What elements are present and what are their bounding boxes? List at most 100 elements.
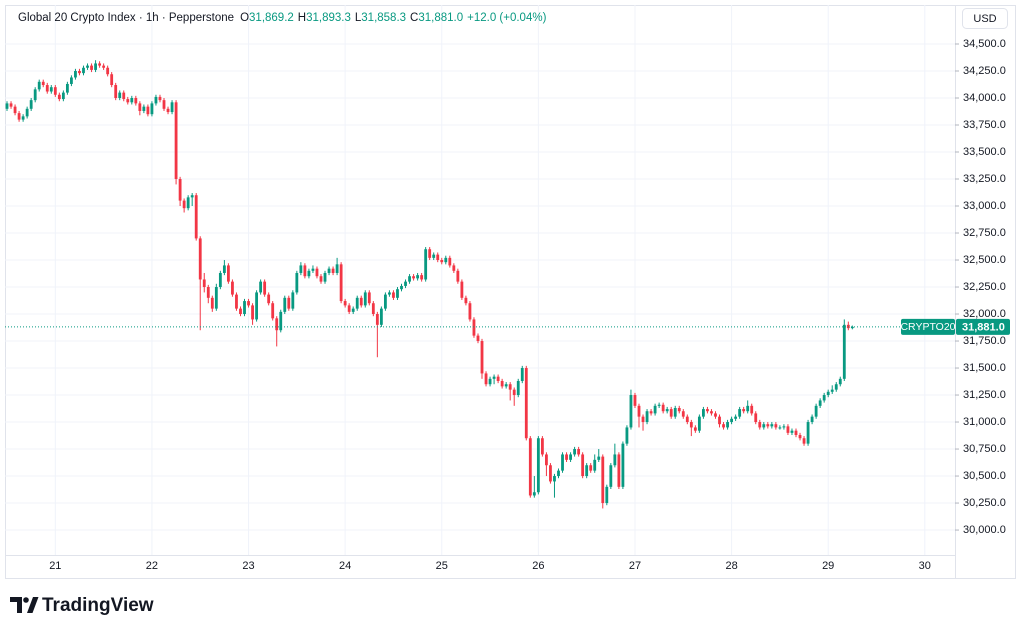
candle-body <box>53 87 57 95</box>
candle-body <box>174 102 178 180</box>
candle-body <box>629 395 633 428</box>
candle-body <box>645 411 649 423</box>
candle-body <box>718 416 721 425</box>
y-tick-label: 31,750.0 <box>963 335 1006 347</box>
candle-body <box>605 486 609 504</box>
candle-body <box>41 81 45 86</box>
y-tick-label: 33,500.0 <box>963 146 1006 158</box>
candle-body <box>86 65 89 68</box>
candle-body <box>577 449 581 455</box>
candle-body <box>532 492 536 496</box>
candle-body <box>222 265 226 273</box>
y-tick-label: 32,750.0 <box>963 227 1006 239</box>
candle-body <box>464 297 468 304</box>
candle-body <box>315 268 319 277</box>
candle-body <box>82 67 85 74</box>
candles <box>5 60 854 509</box>
candle-body <box>98 63 102 66</box>
candle-body <box>710 411 713 414</box>
change: +12.0 (+0.04%) <box>467 12 546 24</box>
overlay: 30,000.0 30,250.0 30,500.0 30,750.0 31,000.0… <box>5 38 1010 572</box>
candle-body <box>766 424 770 427</box>
y-tick-label: 31,250.0 <box>963 389 1006 401</box>
candle-body <box>850 326 854 329</box>
candle-body <box>126 99 130 103</box>
candle-body <box>512 389 516 396</box>
candle-body <box>762 424 766 428</box>
candle-body <box>597 456 601 460</box>
currency-box[interactable] <box>962 8 1008 29</box>
candle-body <box>311 268 315 271</box>
candle-body <box>379 308 383 325</box>
candle-body <box>25 108 29 117</box>
candle-body <box>170 102 174 113</box>
candle-body <box>327 268 331 273</box>
candle-body <box>782 426 786 428</box>
y-tick-label: 33,250.0 <box>963 173 1006 185</box>
candle-body <box>102 65 106 68</box>
candle-body <box>665 409 669 412</box>
candle-body <box>420 275 424 280</box>
candle-body <box>9 103 13 107</box>
candle-body <box>520 368 524 381</box>
candle-body <box>669 409 673 417</box>
candle-body <box>319 276 323 282</box>
candle-body <box>540 438 544 455</box>
candle-body <box>363 292 367 306</box>
candle-body <box>259 281 263 293</box>
candle-body <box>94 63 97 70</box>
candle-body <box>661 404 665 412</box>
candle-body <box>146 106 150 115</box>
candle-body <box>657 404 661 406</box>
candle-body <box>601 456 605 504</box>
candle-body <box>834 384 838 390</box>
candle-body <box>335 264 339 273</box>
candle-body <box>283 297 287 312</box>
ohlc-key: L <box>355 12 362 24</box>
candle-body <box>613 454 617 466</box>
candle-body <box>641 416 645 423</box>
legend-header: Global 20 Crypto Index · 1h · Pepperston… <box>18 12 547 24</box>
candle-body <box>383 294 387 309</box>
candle-body <box>814 405 818 417</box>
candle-body <box>826 391 830 396</box>
candle-body <box>227 265 230 282</box>
symbol-title: Global 20 Crypto Index · 1h · Pepperston… <box>18 12 234 24</box>
candle-body <box>210 297 214 309</box>
candle-body <box>536 438 540 493</box>
candle-body <box>408 276 411 282</box>
candle-body <box>275 318 279 331</box>
candle-body <box>267 294 271 304</box>
candle-body <box>673 407 677 417</box>
candle-body <box>166 108 170 113</box>
x-tick-label: 25 <box>436 560 448 572</box>
candle-body <box>351 308 355 312</box>
candle-body <box>359 297 363 306</box>
candle-body <box>13 106 17 114</box>
y-tick-label: 34,250.0 <box>963 65 1006 77</box>
x-tick-label: 28 <box>725 560 737 572</box>
candle-body <box>653 405 657 414</box>
candle-body <box>794 430 798 435</box>
y-tick-label: 32,250.0 <box>963 281 1006 293</box>
x-tick-label: 27 <box>629 560 641 572</box>
symbol-tag: CRYPTO20 <box>900 321 955 333</box>
candle-body <box>778 427 782 429</box>
x-tick-label: 21 <box>49 560 61 572</box>
candle-body <box>404 281 407 286</box>
candle-body <box>118 92 122 98</box>
candle-body <box>842 324 846 379</box>
candle-body <box>235 294 238 309</box>
candle-body <box>476 335 480 342</box>
candle-body <box>78 70 81 74</box>
x-tick-label: 23 <box>242 560 254 572</box>
candle-body <box>239 308 242 315</box>
candle-body <box>33 89 37 101</box>
candle-body <box>90 65 93 70</box>
candle-body <box>734 416 738 419</box>
candle-body <box>138 103 142 111</box>
price-tag-box <box>956 318 1010 335</box>
y-tick-label: 30,000.0 <box>963 524 1006 536</box>
candle-body <box>57 94 61 100</box>
